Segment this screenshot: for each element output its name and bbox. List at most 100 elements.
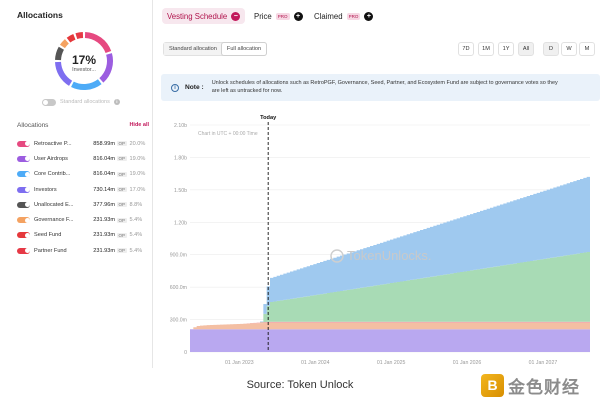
add-icon[interactable]: +: [293, 11, 303, 21]
donut-segment[interactable]: [71, 79, 102, 90]
donut-segment[interactable]: [66, 34, 76, 43]
token-badge: OP: [117, 141, 127, 147]
series-area-retroactive-pgf[interactable]: [190, 175, 590, 330]
donut-segment[interactable]: [75, 32, 84, 40]
standard-allocations-toggle[interactable]: [42, 98, 56, 106]
allocation-value: 377.96m: [93, 201, 115, 208]
x-tick-label: 01 Jan 2023: [225, 360, 254, 366]
allocation-donut[interactable]: [53, 30, 115, 92]
tab-claimed-label: Claimed: [314, 11, 343, 21]
allocation-percent: 19.0%: [129, 171, 146, 178]
jinse-logo-text: 金色财经: [508, 378, 580, 397]
allocation-toggle[interactable]: [17, 247, 30, 254]
interval-day-button[interactable]: D: [543, 42, 559, 56]
remove-icon[interactable]: −: [231, 11, 241, 21]
series-area-core-contributors[interactable]: [190, 251, 590, 330]
x-tick-label: 01 Jan 2026: [453, 360, 482, 366]
tab-price[interactable]: Price PRO +: [249, 8, 308, 24]
interval-month-button[interactable]: M: [579, 42, 595, 56]
allocation-row[interactable]: Partner Fund 231.93m OP 5.4%: [17, 243, 155, 258]
allocation-row[interactable]: Investors 730.14m OP 17.0%: [17, 182, 155, 197]
x-tick-label: 01 Jan 2027: [529, 360, 558, 366]
allocation-row[interactable]: Unallocated E... 377.96m OP 8.8%: [17, 197, 155, 212]
allocation-row[interactable]: User Airdrops 816.04m OP 19.0%: [17, 151, 155, 166]
add-icon[interactable]: +: [364, 11, 374, 21]
allocation-toggle[interactable]: [17, 217, 30, 224]
token-badge: OP: [117, 232, 127, 238]
panel-title: Allocations: [17, 10, 63, 20]
allocation-toggle[interactable]: [17, 155, 30, 162]
pro-badge: PRO: [275, 12, 290, 20]
allocation-row[interactable]: Core Contrib... 816.04m OP 19.0%: [17, 167, 155, 182]
donut-segment[interactable]: [55, 61, 73, 86]
donut-segment[interactable]: [84, 32, 112, 54]
allocation-percent: 20.0%: [129, 140, 146, 147]
allocation-toggle[interactable]: [17, 140, 30, 147]
tab-vesting-schedule[interactable]: Vesting Schedule −: [162, 8, 246, 24]
token-badge: OP: [117, 217, 127, 223]
allocation-percent: 5.4%: [129, 232, 143, 239]
donut-segment[interactable]: [99, 53, 113, 83]
allocation-name: Retroactive P...: [34, 140, 72, 147]
allocation-name: Investors: [34, 186, 57, 193]
tokenunlocks-watermark: TokenUnlocks.: [347, 248, 432, 263]
note-text: Unlock schedules of allocations such as …: [211, 80, 558, 94]
standard-allocation-button[interactable]: Standard allocation: [164, 43, 222, 55]
tab-claimed[interactable]: Claimed PRO +: [309, 8, 379, 24]
allocations-panel: Allocations 17% Investor... Standard all…: [5, 0, 153, 368]
allocation-toggle[interactable]: [17, 186, 30, 193]
series-area-governance-fund[interactable]: [190, 322, 590, 330]
allocation-toggle[interactable]: [17, 171, 30, 178]
tab-price-label: Price: [254, 11, 272, 21]
allocation-value: 231.93m: [93, 247, 115, 254]
allocation-value: 231.93m: [93, 217, 115, 224]
allocation-percent: 17.0%: [129, 186, 146, 193]
range-7d-button[interactable]: 7D: [458, 42, 474, 56]
y-tick-label: 600.0m: [170, 285, 187, 291]
hide-all-link[interactable]: Hide all: [129, 122, 149, 128]
allocation-value: 730.14m: [93, 186, 115, 193]
chart-subtitle: Chart in UTC + 00:00 Time: [198, 131, 258, 137]
info-circle-icon: i: [171, 83, 179, 92]
allocation-name: Partner Fund: [34, 247, 67, 254]
allocation-value: 816.04m: [93, 155, 115, 162]
allocation-toggle[interactable]: [17, 232, 30, 239]
range-1y-button[interactable]: 1Y: [498, 42, 514, 56]
token-badge: OP: [117, 171, 127, 177]
allocation-value: 231.93m: [93, 232, 115, 239]
range-all-button[interactable]: All: [518, 42, 534, 56]
y-tick-label: 1.80b: [174, 155, 187, 161]
tokenunlocks-logo-icon: [330, 249, 344, 263]
allocation-row[interactable]: Seed Fund 231.93m OP 5.4%: [17, 228, 155, 243]
interval-week-button[interactable]: W: [561, 42, 577, 56]
allocation-percent: 19.0%: [129, 155, 146, 162]
note-label: Note :: [185, 84, 204, 91]
standard-allocations-label: Standard allocations: [60, 99, 110, 105]
allocation-name: Core Contrib...: [34, 171, 71, 178]
donut-segment[interactable]: [59, 39, 69, 49]
allocation-row[interactable]: Retroactive P... 858.99m OP 20.0%: [17, 136, 155, 151]
y-tick-label: 1.50b: [174, 188, 187, 194]
allocation-name: Governance F...: [34, 217, 74, 224]
allocation-mode-switch: Standard allocation Full allocation: [163, 42, 268, 56]
standard-allocations-toggle-row: Standard allocations i: [42, 97, 120, 107]
info-icon[interactable]: i: [113, 99, 120, 105]
tab-vesting-label: Vesting Schedule: [167, 11, 228, 21]
token-badge: OP: [117, 202, 127, 208]
donut-segment[interactable]: [55, 46, 64, 61]
donut-percent: 17%: [71, 53, 97, 67]
y-tick-label: 900.0m: [170, 253, 187, 259]
range-1m-button[interactable]: 1M: [478, 42, 494, 56]
allocation-percent: 5.4%: [129, 217, 143, 224]
token-badge: OP: [117, 248, 127, 254]
series-area-investors[interactable]: [190, 329, 590, 352]
donut-label: Investor...: [72, 67, 96, 73]
allocation-row[interactable]: Governance F... 231.93m OP 5.4%: [17, 212, 155, 227]
series-area-seed-fund[interactable]: [190, 321, 590, 330]
vesting-chart[interactable]: 0 300.0m 600.0m 900.0m 1.20b 1.50b 1.80b 2.10b 0…: [150, 108, 600, 373]
token-badge: OP: [117, 187, 127, 193]
full-allocation-button[interactable]: Full allocation: [221, 43, 267, 55]
allocation-value: 816.04m: [93, 171, 115, 178]
allocation-toggle[interactable]: [17, 201, 30, 208]
allocation-percent: 8.8%: [129, 201, 143, 208]
